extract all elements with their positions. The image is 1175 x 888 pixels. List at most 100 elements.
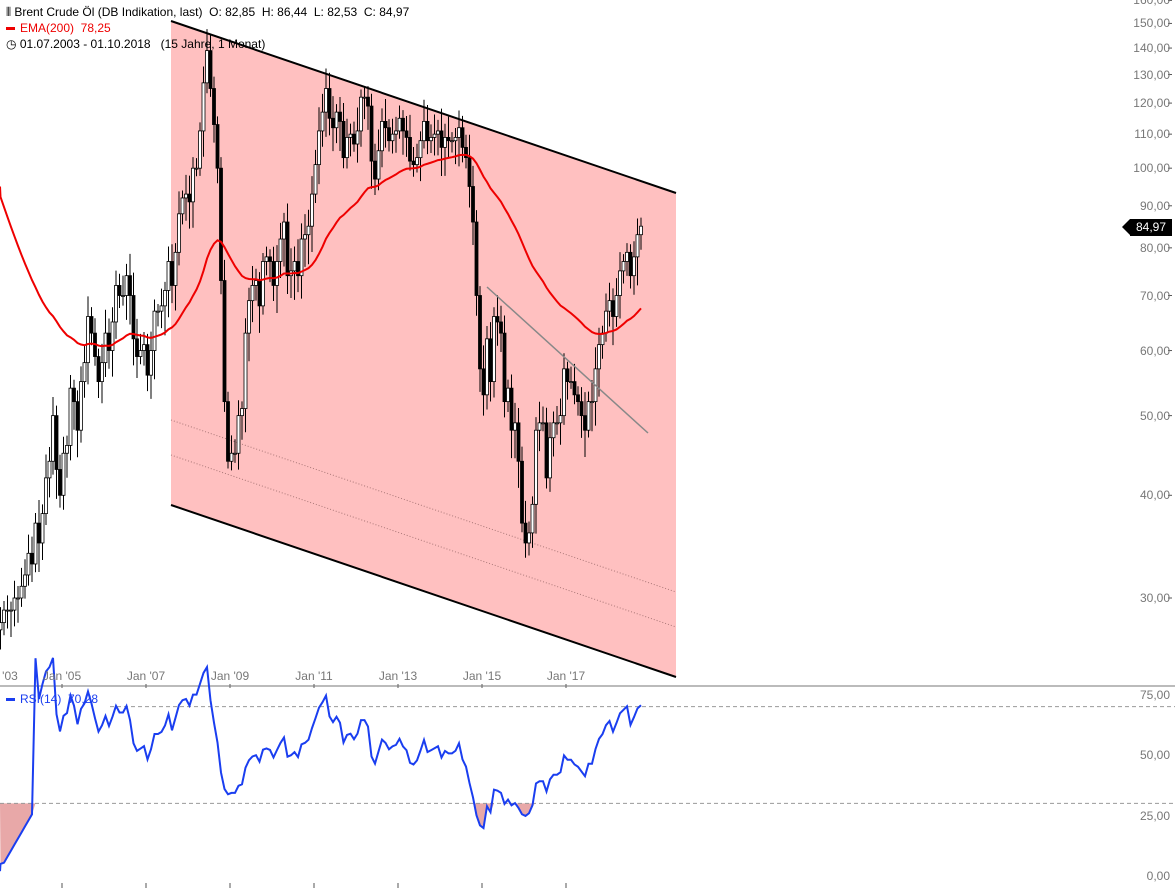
candle-body [520, 460, 524, 524]
candle-body [47, 460, 52, 479]
candle-body [425, 121, 430, 142]
candle-body [488, 338, 493, 383]
candle-body [369, 105, 374, 162]
candle-body [236, 415, 241, 454]
candle-body [628, 251, 633, 277]
candle-body [334, 111, 339, 129]
candle-body [348, 133, 353, 138]
candle-body [443, 137, 447, 148]
candle-body [383, 121, 388, 129]
candle-body [380, 121, 384, 152]
candle-body [341, 121, 346, 159]
candle-body [40, 513, 45, 544]
candle-body [51, 415, 55, 462]
rsi-tick-label: 0,00 [1146, 869, 1170, 883]
candle-body [590, 401, 594, 404]
candle-body [429, 137, 433, 142]
candle-body [149, 350, 153, 376]
channel-lower-line [170, 504, 677, 678]
candle-body [191, 167, 195, 203]
candle-body [621, 261, 626, 272]
channel-mid-line [170, 419, 677, 593]
candle-body [359, 96, 363, 132]
candle-body [492, 316, 496, 383]
candle-body [495, 316, 500, 323]
candle-body [457, 127, 461, 138]
candle-body [110, 321, 115, 351]
candle-body [527, 532, 531, 544]
candle-body [159, 305, 164, 312]
candle-body [485, 338, 489, 396]
candle-body [394, 130, 398, 135]
candle-body [226, 401, 230, 462]
candle-body [68, 387, 73, 446]
candle-body [432, 133, 437, 138]
candle-body [96, 356, 101, 383]
candle-body [313, 164, 318, 195]
candle-body [635, 234, 640, 258]
ema-swatch [6, 27, 15, 31]
candle-body [268, 256, 272, 262]
candle-body [436, 130, 440, 135]
candle-body [114, 285, 118, 323]
candle-body [177, 213, 181, 253]
candle-body [222, 280, 227, 403]
candle-body [338, 111, 342, 122]
y-tick-label: 150,00 [1133, 16, 1170, 31]
candle-body [271, 261, 276, 286]
candle-body [471, 186, 475, 223]
candle-body [9, 609, 13, 612]
y-tick-label: 70,00 [1139, 288, 1170, 303]
candle-body [296, 261, 300, 277]
candle-body [639, 225, 643, 236]
y-tick-label: 30,00 [1139, 591, 1170, 605]
x-tick-label: Jan '11 [295, 669, 333, 683]
candle-body [292, 261, 297, 272]
candle-body [33, 522, 38, 565]
candle-body [82, 362, 87, 383]
candle-body [247, 300, 251, 334]
candle-body [464, 146, 468, 159]
candle-body [16, 597, 20, 600]
candle-body [516, 422, 521, 462]
candle-body [310, 193, 314, 227]
candlestick-icon: ⫴ [6, 5, 15, 19]
candle-body [12, 597, 17, 611]
candle-body [544, 422, 549, 479]
candle-body [530, 503, 535, 534]
candle-body [376, 150, 381, 180]
candle-body [145, 344, 150, 376]
candle-body [257, 280, 262, 307]
y-tick-label: 40,00 [1139, 488, 1170, 503]
candle-body [534, 429, 538, 505]
candle-body [607, 300, 612, 312]
rsi-oversold-fill [0, 803, 641, 864]
candle-body [152, 310, 157, 351]
channel-mid-line [170, 454, 677, 628]
candle-body [415, 157, 419, 166]
rsi-legend: RSI(14) 70,28 [6, 692, 98, 706]
date-range: ◷ 01.07.2003 - 01.10.2018 (15 Jahre, 1 M… [6, 37, 266, 51]
y-tick-label: 160,00 [1133, 0, 1170, 8]
candle-body [408, 137, 412, 162]
candle-body [418, 140, 423, 159]
candle-body [264, 256, 269, 262]
y-tick-label: 50,00 [1139, 408, 1170, 423]
channel-fill [171, 21, 676, 677]
candle-body [625, 251, 629, 262]
candle-body [278, 238, 283, 262]
candle-body [411, 160, 416, 166]
candle-body [54, 415, 59, 470]
candle-body [401, 117, 405, 132]
candle-body [229, 452, 234, 462]
candle-body [103, 332, 108, 364]
candle-body [583, 415, 587, 431]
candle-body [450, 140, 454, 143]
candle-body [250, 285, 255, 302]
candle-body [303, 234, 307, 240]
candle-body [128, 275, 132, 296]
candle-body [373, 160, 377, 180]
candle-body [187, 193, 192, 203]
candle-body [44, 477, 48, 515]
